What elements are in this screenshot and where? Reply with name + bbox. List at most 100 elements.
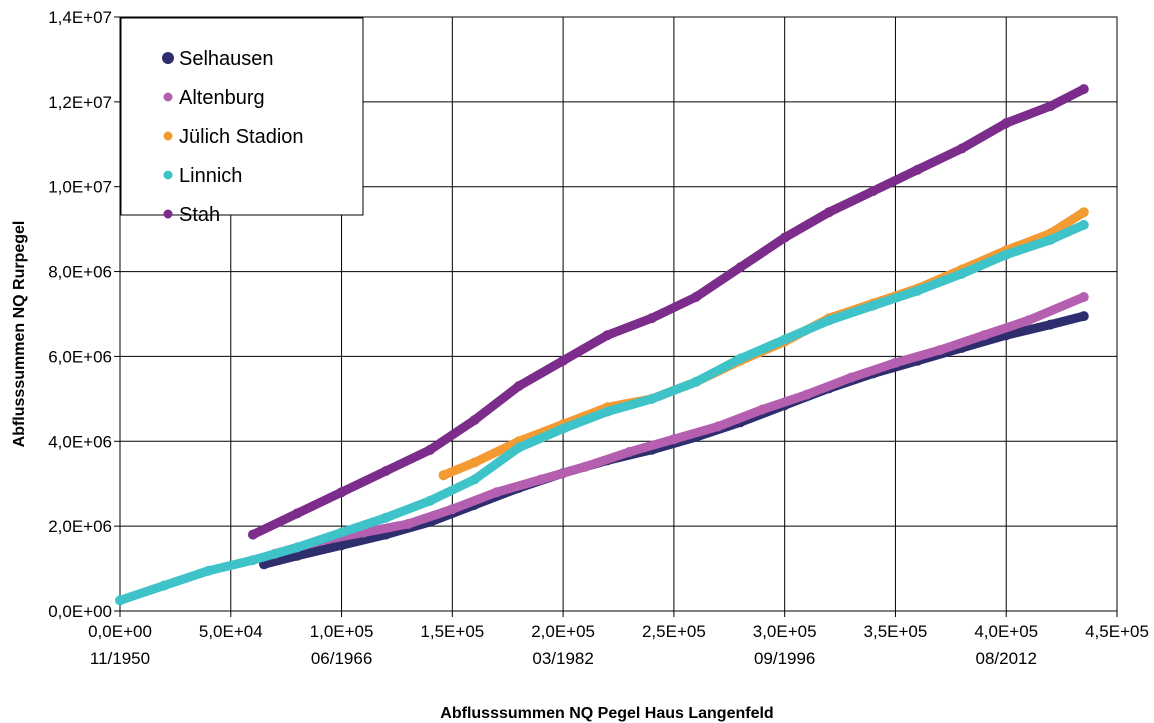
data-point [779, 334, 790, 345]
y-axis-title: Abflusssummen NQ Rurpegel [11, 221, 28, 448]
x-tick-label: 2,0E+05 [531, 622, 595, 641]
data-point [203, 565, 214, 576]
data-point [713, 421, 724, 432]
data-point [292, 542, 303, 553]
x-tick-label: 4,0E+05 [974, 622, 1038, 641]
data-point [536, 474, 546, 485]
data-point [979, 330, 990, 341]
x-date-label: 08/2012 [975, 649, 1036, 668]
series-line [248, 84, 1089, 540]
x-tick-label: 2,5E+05 [642, 622, 706, 641]
x-tick-label: 1,5E+05 [420, 622, 484, 641]
legend-marker [163, 209, 173, 219]
data-point [757, 404, 768, 415]
data-point [779, 232, 790, 243]
data-point [115, 595, 125, 606]
x-axis-title: Abflusssummen NQ Pegel Haus Langenfeld [440, 705, 773, 722]
data-point [513, 442, 524, 453]
data-point [491, 487, 502, 498]
data-point [336, 527, 347, 538]
data-point [912, 164, 923, 175]
x-tick-label: 0,0E+00 [88, 622, 152, 641]
data-point [438, 470, 449, 481]
data-point [558, 423, 569, 434]
data-point [1078, 84, 1089, 95]
data-point [447, 504, 458, 515]
legend-marker [162, 52, 174, 64]
data-point [890, 357, 901, 368]
legend-marker [163, 92, 173, 102]
data-point [1078, 207, 1089, 218]
data-point [469, 474, 480, 485]
data-point [691, 292, 701, 302]
data-point [1045, 101, 1056, 112]
data-point [934, 345, 945, 356]
data-point [380, 466, 391, 476]
data-point [602, 406, 613, 417]
legend-label: Jülich Stadion [179, 126, 304, 148]
x-date-label: 03/1982 [532, 649, 593, 668]
data-point [247, 529, 258, 540]
x-tick-label: 4,5E+05 [1085, 622, 1149, 641]
data-point [403, 519, 413, 529]
data-point [292, 550, 303, 561]
legend: Selhausen Altenburg Jülich Stadion Linnich S… [120, 17, 364, 226]
data-point [513, 381, 524, 392]
x-tick-label: 3,5E+05 [864, 622, 928, 641]
y-tick-label: 6,0E+06 [48, 347, 112, 366]
tick-labels: 0,0E+00 11/1950 5,0E+04 1,0E+05 06/1966 1,5E+… [48, 8, 1149, 668]
legend-box [120, 17, 364, 216]
y-tick-label: 2,0E+06 [48, 517, 112, 536]
data-point [735, 262, 746, 273]
data-point [1045, 234, 1056, 245]
data-point [469, 457, 480, 468]
data-point [956, 268, 967, 279]
data-point [646, 393, 657, 404]
data-point [1078, 311, 1089, 322]
data-point [380, 512, 391, 523]
data-point [1023, 315, 1034, 326]
data-point [824, 207, 834, 218]
data-point [558, 355, 569, 366]
y-tick-label: 8,0E+06 [48, 263, 112, 282]
data-point [824, 315, 834, 326]
plot-frame [119, 16, 1118, 612]
data-point [868, 300, 879, 311]
data-point [1001, 249, 1012, 260]
legend-marker [163, 170, 173, 180]
legend-label: Selhausen [179, 48, 274, 70]
data-point [336, 540, 347, 551]
data-point [247, 555, 258, 566]
data-point [868, 186, 879, 196]
data-point [801, 389, 812, 400]
y-tick-label: 1,2E+07 [48, 93, 112, 112]
data-point [846, 372, 857, 383]
data-point [735, 353, 746, 364]
data-point [956, 143, 967, 154]
data-point [602, 330, 613, 341]
legend-label: Altenburg [179, 87, 265, 109]
data-point [159, 580, 170, 591]
data-point [912, 285, 923, 296]
x-tick-label: 1,0E+05 [310, 622, 374, 641]
x-tick-label: 5,0E+04 [199, 622, 263, 641]
data-point [292, 508, 303, 519]
y-tick-label: 1,0E+07 [48, 178, 112, 197]
legend-label: Stah [179, 204, 220, 226]
x-date-label: 06/1966 [311, 649, 372, 668]
data-point [1078, 292, 1089, 302]
series-layer [115, 84, 1089, 606]
data-point [1078, 219, 1089, 230]
data-point [624, 446, 635, 457]
legend-label: Linnich [179, 165, 242, 187]
data-point [469, 415, 480, 426]
legend-marker [163, 131, 173, 141]
data-point [336, 487, 347, 498]
data-point [425, 495, 436, 506]
data-point [668, 434, 679, 445]
data-point [691, 376, 701, 387]
x-date-label: 09/1996 [754, 649, 815, 668]
data-point [1045, 319, 1056, 330]
data-point [1001, 118, 1012, 129]
